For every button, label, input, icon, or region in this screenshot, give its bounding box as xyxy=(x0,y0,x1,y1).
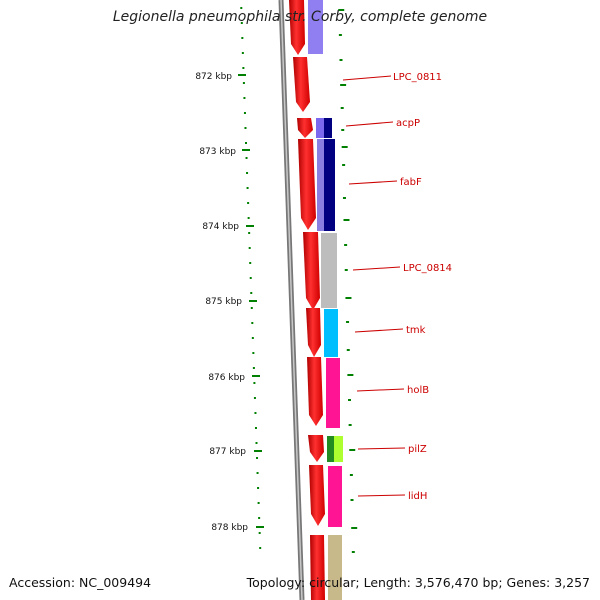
tick-label: 877 kbp xyxy=(209,447,246,457)
tick-label: 876 kbp xyxy=(208,373,245,383)
gene-leader xyxy=(354,328,404,333)
tick-label: 872 kbp xyxy=(195,72,232,82)
major-ticks: 872 kbp 873 kbp 874 kbp 875 kbp 876 kbp … xyxy=(195,72,264,533)
gene-arrow xyxy=(306,308,321,357)
gene-arrow xyxy=(309,465,325,526)
tick-label: 875 kbp xyxy=(205,297,242,307)
cog-block xyxy=(326,358,340,428)
gene-label: LPC_0811 xyxy=(393,72,442,83)
gene-arrow xyxy=(310,535,325,600)
gene-label: pilZ xyxy=(408,444,427,455)
gene-label: LPC_0814 xyxy=(403,263,452,274)
gene-leader xyxy=(357,447,406,450)
cog-block xyxy=(327,436,334,462)
feature-dashes xyxy=(338,9,358,553)
cog-block xyxy=(324,309,338,357)
cog-block xyxy=(328,466,342,527)
gene-label: holB xyxy=(407,385,429,396)
gene-label: acpP xyxy=(396,118,420,129)
cog-block xyxy=(321,233,337,308)
gene-arrow xyxy=(298,139,316,230)
cog-block xyxy=(328,535,342,600)
tick-label: 874 kbp xyxy=(202,222,239,232)
genome-backbone-highlight xyxy=(280,0,303,600)
gene-label: tmk xyxy=(406,325,426,336)
tick-label: 873 kbp xyxy=(199,147,236,157)
cog-block xyxy=(324,139,335,231)
cog-block xyxy=(334,436,343,462)
gene-arrow xyxy=(307,357,323,426)
gene-arrow xyxy=(308,435,324,462)
gene-label: fabF xyxy=(400,177,422,188)
gene-leader xyxy=(348,180,398,185)
minor-ticks xyxy=(240,7,262,549)
cog-category-blocks xyxy=(308,0,343,600)
gene-arrow xyxy=(297,118,313,138)
gene-leader xyxy=(356,388,405,392)
cog-block xyxy=(317,139,324,231)
gene-arrow xyxy=(303,232,320,310)
gene-leader xyxy=(357,494,406,497)
cog-block xyxy=(316,118,324,138)
topology-text: Topology: circular; Length: 3,576,470 bp… xyxy=(246,575,590,590)
accession-text: Accession: NC_009494 xyxy=(9,575,152,590)
gene-labels: LPC_0811 acpP fabF LPC_0814 tmk holB pil… xyxy=(342,72,452,502)
gene-leader xyxy=(342,75,392,81)
cog-block xyxy=(308,0,323,54)
gene-arrow xyxy=(289,0,305,55)
cog-block xyxy=(324,118,332,138)
gene-leader xyxy=(345,121,394,127)
gene-leader xyxy=(352,266,401,271)
gene-arrow xyxy=(293,57,310,112)
gene-label: lidH xyxy=(408,491,427,502)
page-title: Legionella pneumophila str. Corby, compl… xyxy=(112,9,488,25)
forward-strand-genes xyxy=(289,0,325,600)
tick-label: 878 kbp xyxy=(211,523,248,533)
